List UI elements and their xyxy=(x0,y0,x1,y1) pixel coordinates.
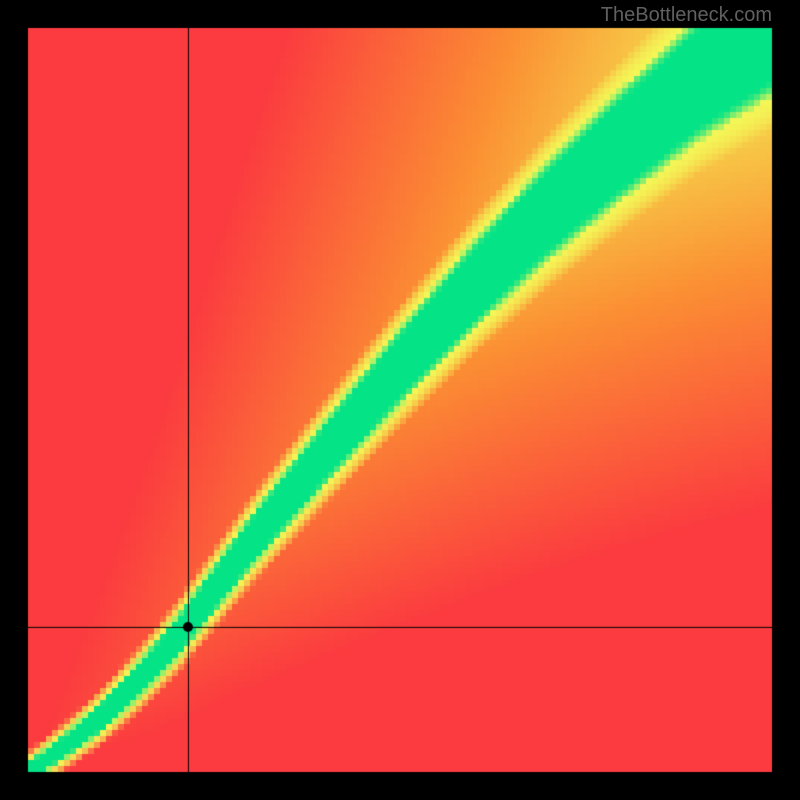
chart-container: TheBottleneck.com xyxy=(0,0,800,800)
bottleneck-heatmap xyxy=(0,0,800,800)
watermark-text: TheBottleneck.com xyxy=(601,4,772,27)
